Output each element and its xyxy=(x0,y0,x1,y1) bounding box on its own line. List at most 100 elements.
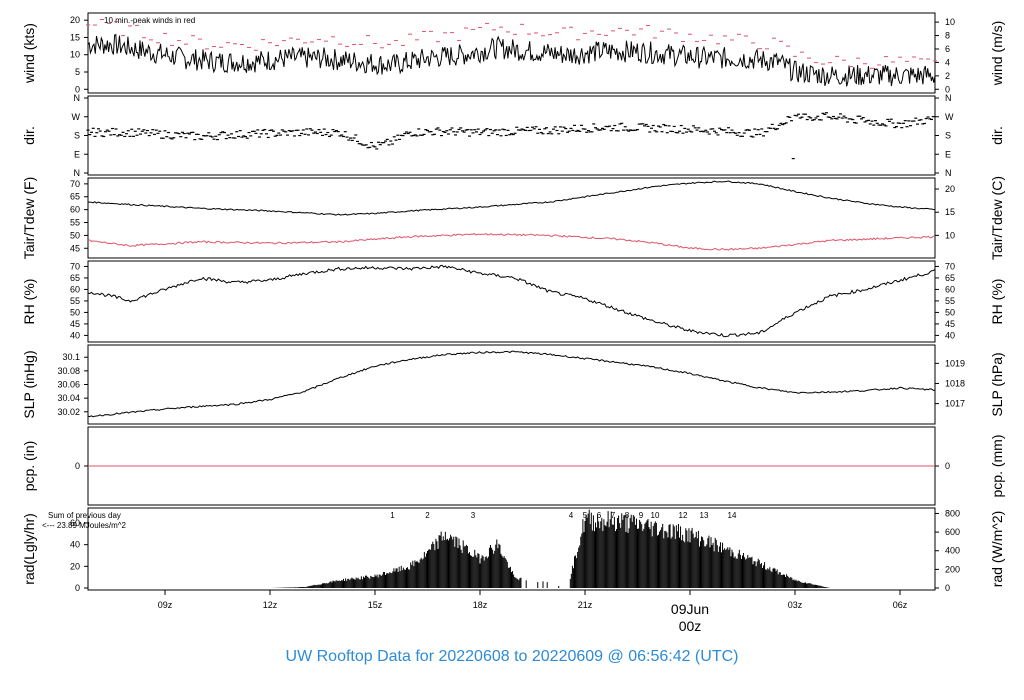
panel-frame-temp xyxy=(87,177,936,259)
ytick-label-left-rh: 50 xyxy=(70,307,80,317)
ylabel-left-pcp: pcp. (in) xyxy=(21,441,37,492)
ylabel-left-rh: RH (%) xyxy=(21,279,37,325)
ytick-label-left-temp: 70 xyxy=(70,179,80,189)
sun-marker: 4 xyxy=(569,511,574,520)
ytick-label-left-pcp: 0 xyxy=(75,461,80,471)
xtick-label: 21z xyxy=(578,600,593,610)
sun-marker: 10 xyxy=(651,511,660,520)
xtick-label: 15z xyxy=(368,600,383,610)
ytick-label-right-slp: 1019 xyxy=(945,358,965,368)
date-sub-label: 00z xyxy=(679,618,702,634)
ytick-label-right-rh: 65 xyxy=(945,273,955,283)
ytick-label-left-rad: 20 xyxy=(70,561,80,571)
ylabel-left-rad: rad(Lgly/hr) xyxy=(21,513,37,585)
ytick-label-left-slp: 30.1 xyxy=(62,352,80,362)
xtick-label: 18z xyxy=(473,600,488,610)
ytick-label-left-wind: 0 xyxy=(75,84,80,94)
ytick-label-right-pcp: 0 xyxy=(945,461,950,471)
ytick-label-right-wind: 8 xyxy=(945,31,950,41)
ytick-label-left-rh: 60 xyxy=(70,284,80,294)
ytick-label-left-temp: 65 xyxy=(70,192,80,202)
ytick-label-right-rad: 400 xyxy=(945,546,960,556)
ytick-label-right-rh: 45 xyxy=(945,319,955,329)
ytick-label-left-dir: N xyxy=(74,93,81,103)
ylabel-right-rad: rad (W/m^2) xyxy=(989,511,1005,588)
ytick-label-right-rad: 800 xyxy=(945,508,960,518)
xtick-label: 03z xyxy=(788,600,803,610)
ylabel-left-temp: Tair/Tdew (F) xyxy=(21,177,37,259)
ytick-label-left-rad: 40 xyxy=(70,540,80,550)
ytick-label-left-dir: E xyxy=(74,149,80,159)
sun-marker: 6 xyxy=(597,511,602,520)
annotation-sum-line2: <--- 23.89 MJoules/m^2 xyxy=(42,521,127,530)
ytick-label-right-wind: 4 xyxy=(945,57,950,67)
ytick-label-right-wind: 0 xyxy=(945,84,950,94)
ytick-label-right-rh: 60 xyxy=(945,284,955,294)
ytick-label-left-slp: 30.04 xyxy=(57,393,80,403)
series-line-rh xyxy=(87,264,936,338)
ytick-label-right-rh: 70 xyxy=(945,261,955,271)
ytick-label-right-temp: 20 xyxy=(945,184,955,194)
panel-frame-slp xyxy=(87,344,936,425)
ytick-label-right-rad: 0 xyxy=(945,583,950,593)
ytick-label-left-rh: 65 xyxy=(70,273,80,283)
ylabel-right-temp: Tair/Tdew (C) xyxy=(989,176,1005,260)
ytick-label-right-dir: N xyxy=(945,93,952,103)
xtick-label: 12z xyxy=(263,600,278,610)
ytick-label-right-slp: 1018 xyxy=(945,378,965,388)
sun-marker: 14 xyxy=(728,511,737,520)
ytick-label-left-dir: N xyxy=(74,168,81,178)
ytick-label-left-rh: 40 xyxy=(70,330,80,340)
sun-marker: 7 xyxy=(611,511,616,520)
series-area-rad xyxy=(270,509,831,588)
ytick-label-left-temp: 55 xyxy=(70,218,80,228)
ytick-label-left-dir: W xyxy=(72,112,81,122)
sun-marker: 8 xyxy=(625,511,630,520)
ytick-label-left-wind: 10 xyxy=(70,50,80,60)
ytick-label-right-rh: 50 xyxy=(945,307,955,317)
ytick-label-right-rad: 600 xyxy=(945,527,960,537)
ytick-label-left-rh: 55 xyxy=(70,296,80,306)
ytick-label-left-slp: 30.06 xyxy=(57,380,80,390)
ytick-label-right-dir: E xyxy=(945,149,951,159)
ytick-label-left-wind: 5 xyxy=(75,67,80,77)
sun-marker: 3 xyxy=(471,511,476,520)
sun-marker: 9 xyxy=(639,511,644,520)
ytick-label-left-rh: 45 xyxy=(70,319,80,329)
ytick-label-right-slp: 1017 xyxy=(945,399,965,409)
ytick-label-left-temp: 45 xyxy=(70,243,80,253)
ylabel-right-wind: wind (m/s) xyxy=(989,21,1005,87)
ytick-label-right-dir: S xyxy=(945,131,951,141)
series-line-slp xyxy=(87,350,936,418)
ylabel-right-rh: RH (%) xyxy=(989,279,1005,325)
ytick-label-right-wind: 6 xyxy=(945,44,950,54)
sun-marker: 12 xyxy=(679,511,688,520)
ytick-label-right-temp: 10 xyxy=(945,230,955,240)
ytick-label-left-rh: 70 xyxy=(70,261,80,271)
panel-frame-dir xyxy=(87,95,936,176)
ytick-label-right-dir: N xyxy=(945,168,952,178)
series-line-wind xyxy=(87,33,936,87)
ytick-label-left-rad: 0 xyxy=(75,583,80,593)
sun-marker: 1 xyxy=(390,511,395,520)
ytick-label-left-slp: 30.02 xyxy=(57,407,80,417)
sun-marker: 2 xyxy=(425,511,430,520)
ytick-label-left-temp: 50 xyxy=(70,230,80,240)
ylabel-right-dir: dir. xyxy=(989,126,1005,145)
ytick-label-right-wind: 2 xyxy=(945,71,950,81)
ylabel-right-slp: SLP (hPa) xyxy=(989,352,1005,416)
ytick-label-right-rh: 55 xyxy=(945,296,955,306)
annotation-sum-line1: Sum of previous day xyxy=(48,511,121,520)
ylabel-left-dir: dir. xyxy=(21,126,37,145)
ylabel-left-slp: SLP (inHg) xyxy=(21,350,37,418)
ytick-label-left-wind: 20 xyxy=(70,15,80,25)
page-title: UW Rooftop Data for 20220608 to 20220609… xyxy=(285,648,739,665)
ytick-label-left-dir: S xyxy=(74,131,80,141)
xtick-label: 09z xyxy=(158,600,173,610)
series-peak-wind xyxy=(86,18,937,69)
ytick-label-right-dir: W xyxy=(945,112,954,122)
ytick-label-right-temp: 15 xyxy=(945,207,955,217)
panel-frame-rad xyxy=(87,507,936,591)
